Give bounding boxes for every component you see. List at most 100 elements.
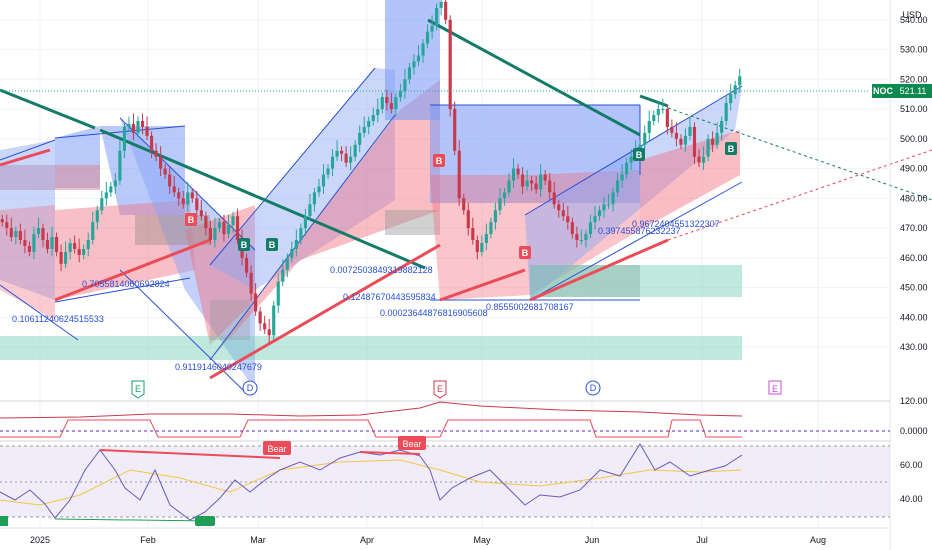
indicator2-tick: 40.00: [900, 494, 923, 504]
candle-body: [276, 281, 280, 306]
candle-body: [615, 180, 620, 193]
red-zone: [0, 165, 100, 190]
event-markers[interactable]: E D E D E: [131, 380, 782, 399]
candle-body: [100, 198, 104, 211]
candle-body: [371, 115, 375, 121]
candle-body: [244, 257, 249, 273]
candle-body: [701, 156, 706, 163]
trend-line: [54, 238, 211, 302]
candle-body: [453, 109, 457, 151]
channel-line: [0, 284, 79, 341]
svg-text:B: B: [269, 240, 276, 250]
candle-body: [394, 97, 398, 110]
price-tick-label: 500.00: [900, 134, 928, 144]
candle-body: [480, 242, 484, 252]
fib-label: 0.12487670443595834: [343, 292, 436, 302]
candle-body: [159, 156, 163, 169]
candle-body: [403, 79, 407, 92]
candle-body: [14, 231, 18, 238]
candle-body: [606, 204, 611, 206]
time-tick-label: Jun: [585, 535, 600, 545]
svg-text:521.11: 521.11: [900, 86, 927, 96]
svg-text:D: D: [247, 383, 254, 393]
candle-body: [679, 138, 683, 145]
last-price-tag: 521.11: [894, 84, 932, 98]
candle-body: [358, 132, 362, 145]
svg-text:B: B: [522, 248, 529, 258]
trend-line: [667, 107, 932, 201]
candle-body: [27, 245, 31, 252]
svg-text:B: B: [728, 144, 735, 154]
fib-label: 0.10611240624515533: [12, 314, 104, 324]
candle-body: [711, 138, 715, 145]
candle-body: [186, 192, 190, 205]
svg-text:B: B: [188, 215, 195, 225]
candle-body: [77, 248, 81, 255]
fib-label: 0.8555002681708167: [486, 302, 574, 312]
candle-body: [9, 228, 13, 238]
candle-body: [290, 248, 294, 258]
candle-body: [340, 150, 344, 154]
candle-body: [647, 120, 651, 133]
candle-body: [118, 150, 122, 181]
time-tick-label: May: [473, 535, 491, 545]
price-pane: B B B B B B B 0.10611240624515533 0.7055…: [0, 0, 932, 528]
signal-markers: B B B B B B B: [185, 142, 737, 259]
channel-line: [119, 269, 246, 393]
candle-body: [661, 109, 665, 111]
candle-body: [557, 204, 561, 211]
candle-body: [674, 132, 678, 139]
candle-body: [362, 126, 366, 133]
candle-body: [104, 192, 108, 199]
candle-body: [425, 31, 430, 44]
trend-line: [667, 149, 932, 241]
indicator1-step: [0, 419, 742, 438]
candle-body: [715, 132, 719, 145]
candle-body: [208, 228, 212, 241]
candle-body: [0, 219, 4, 223]
candle-body: [344, 153, 348, 163]
candle-body: [638, 144, 642, 151]
candle-body: [267, 329, 271, 336]
red-zone: [430, 170, 640, 300]
trend-line: [439, 268, 526, 302]
candle-body: [299, 228, 303, 241]
price-tick-label: 520.00: [900, 74, 928, 84]
signal-b-red: B: [433, 154, 445, 167]
candle-body: [471, 228, 475, 241]
trend-line: [0, 88, 96, 130]
candle-body: [172, 186, 176, 193]
red-zone: [210, 80, 440, 360]
channel-line: [54, 277, 191, 303]
candle-body: [45, 240, 50, 249]
candle-body: [602, 204, 606, 211]
candle-body: [688, 126, 692, 136]
trend-line: [427, 18, 641, 137]
candle-body: [321, 174, 326, 187]
candle-body: [457, 150, 461, 199]
blue-zone: [210, 68, 395, 290]
candle-body: [520, 174, 525, 187]
signal-b-green: B: [266, 238, 278, 251]
candle-body: [177, 192, 181, 199]
candle-body: [593, 216, 597, 223]
candle-body: [398, 91, 402, 98]
candle-body: [64, 251, 68, 264]
candle-body: [579, 240, 583, 242]
zones: [0, 0, 742, 390]
candle-body: [584, 234, 588, 241]
candle-body: [407, 67, 412, 80]
gray-zone: [385, 210, 440, 235]
earnings-event-icon: E: [433, 380, 447, 399]
price-tick-label: 450.00: [900, 283, 928, 293]
candle-body: [145, 126, 149, 136]
candle-body: [281, 269, 285, 282]
candle-body: [122, 126, 127, 151]
candle-body: [140, 120, 145, 127]
time-axis[interactable]: 2025 Feb Mar Apr May Jun Jul Aug: [0, 527, 890, 545]
candle-body: [235, 216, 240, 241]
candle-body: [697, 156, 701, 163]
candle-body: [729, 94, 733, 104]
candle-body: [222, 222, 226, 235]
